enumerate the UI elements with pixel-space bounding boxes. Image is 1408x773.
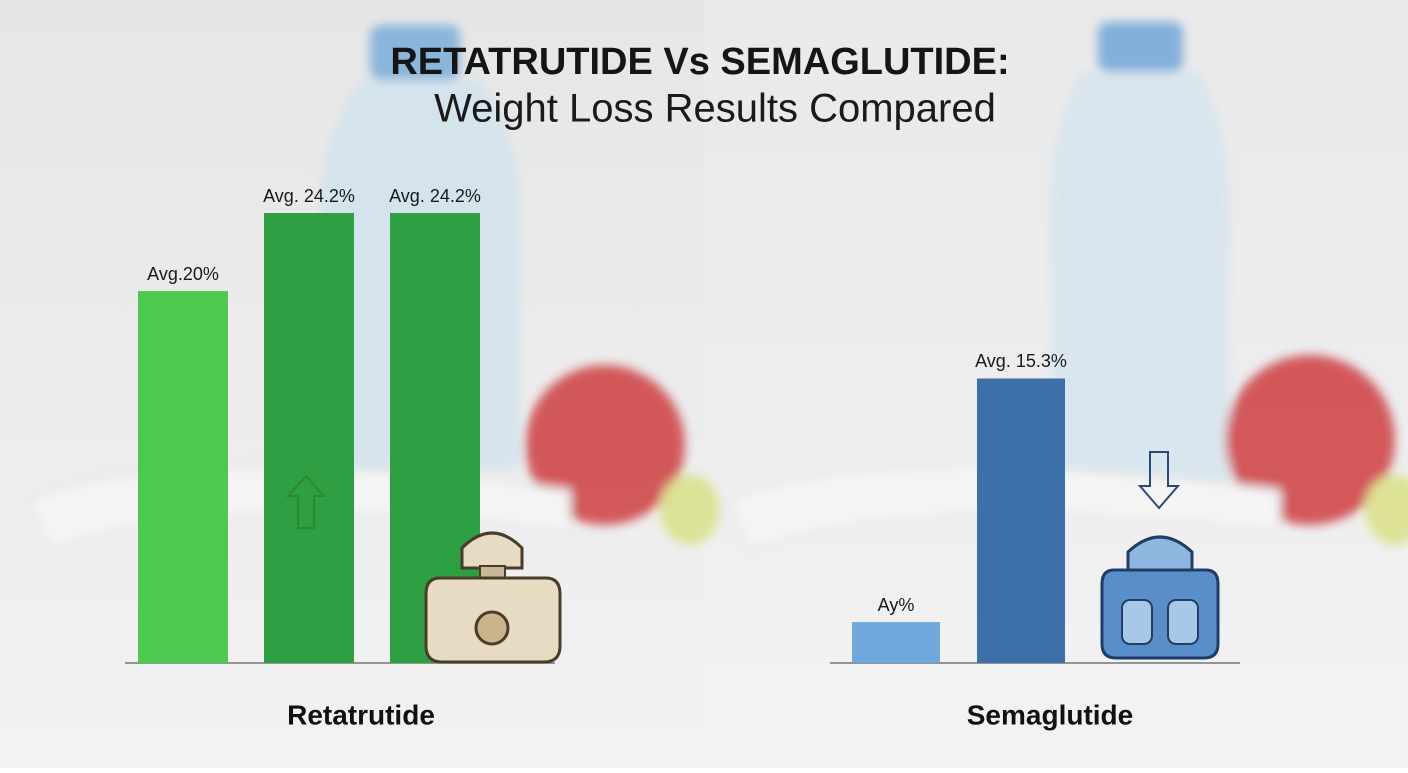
bar xyxy=(852,622,940,663)
value-label: Avg. 15.3% xyxy=(975,351,1067,371)
value-label: Ay% xyxy=(878,595,915,615)
value-label: Avg. 24.2% xyxy=(389,186,481,206)
chart-label: Retatrutide xyxy=(287,699,435,730)
value-label: Avg. 24.2% xyxy=(263,186,355,206)
value-label: Avg.20% xyxy=(147,264,219,284)
bar xyxy=(138,291,228,663)
subtitle: Weight Loss Results Compared xyxy=(434,87,996,131)
title: RETATRUTIDE Vs SEMAGLUTIDE: xyxy=(390,41,1009,83)
scale-icon-right xyxy=(1100,535,1220,660)
bar xyxy=(264,213,354,663)
down-arrow xyxy=(1137,451,1181,510)
bar xyxy=(977,378,1065,663)
chart-label: Semaglutide xyxy=(967,699,1133,730)
up-arrow xyxy=(285,474,327,529)
scale-icon-left xyxy=(424,531,562,664)
